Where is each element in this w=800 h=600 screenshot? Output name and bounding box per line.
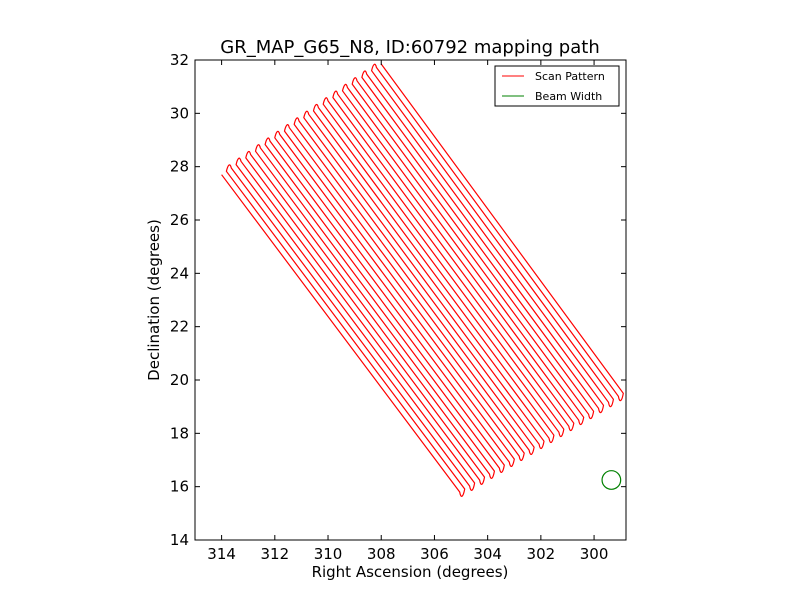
x-tick-label: 308 bbox=[367, 545, 396, 563]
y-tick-label: 24 bbox=[170, 264, 189, 282]
y-tick-label: 14 bbox=[170, 531, 189, 549]
x-axis: 314 312 310 308 306 304 302 300 bbox=[207, 60, 608, 563]
scan-pattern-line bbox=[221, 63, 624, 497]
x-tick-label: 314 bbox=[207, 545, 236, 563]
y-tick-label: 16 bbox=[170, 478, 189, 496]
y-tick-label: 22 bbox=[170, 318, 189, 336]
x-tick-label: 310 bbox=[314, 545, 343, 563]
legend-label-beam-width: Beam Width bbox=[535, 90, 602, 103]
y-tick-label: 32 bbox=[170, 51, 189, 69]
plot-area: 314 312 310 308 306 304 302 300 14 16 18 20 22 24 26 2… bbox=[170, 51, 627, 563]
y-tick-label: 30 bbox=[170, 104, 189, 122]
y-tick-label: 26 bbox=[170, 211, 189, 229]
beam-width-circle bbox=[601, 470, 622, 490]
y-axis: 14 16 18 20 22 24 26 28 30 32 bbox=[170, 51, 626, 549]
y-tick-label: 20 bbox=[170, 371, 189, 389]
plot-frame bbox=[194, 59, 627, 541]
x-axis-label: Right Ascension (degrees) bbox=[312, 563, 509, 581]
y-axis-label: Declination (degrees) bbox=[145, 219, 163, 381]
y-tick-label: 28 bbox=[170, 158, 189, 176]
chart-title: GR_MAP_G65_N8, ID:60792 mapping path bbox=[220, 37, 599, 58]
scan-pattern-series bbox=[221, 63, 624, 497]
legend: Scan Pattern Beam Width bbox=[494, 65, 620, 107]
x-tick-label: 302 bbox=[527, 545, 556, 563]
x-tick-label: 312 bbox=[260, 545, 289, 563]
x-tick-label: 306 bbox=[420, 545, 449, 563]
legend-box bbox=[494, 65, 620, 107]
beam-width-series bbox=[601, 470, 622, 490]
x-tick-label: 304 bbox=[473, 545, 502, 563]
y-tick-label: 18 bbox=[170, 424, 189, 442]
x-tick-label: 300 bbox=[580, 545, 609, 563]
legend-label-scan-pattern: Scan Pattern bbox=[535, 70, 605, 83]
